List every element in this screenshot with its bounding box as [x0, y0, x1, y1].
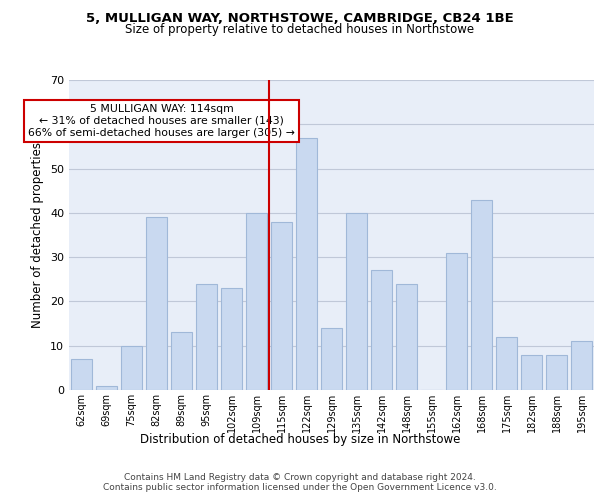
Text: Contains public sector information licensed under the Open Government Licence v3: Contains public sector information licen…	[103, 484, 497, 492]
Bar	[71, 359, 92, 390]
Bar	[296, 138, 317, 390]
Bar	[171, 332, 192, 390]
Bar	[546, 354, 567, 390]
Bar	[221, 288, 242, 390]
Text: Size of property relative to detached houses in Northstowe: Size of property relative to detached ho…	[125, 22, 475, 36]
Bar	[571, 342, 592, 390]
Bar	[146, 218, 167, 390]
Bar	[521, 354, 542, 390]
Text: Distribution of detached houses by size in Northstowe: Distribution of detached houses by size …	[140, 432, 460, 446]
Bar	[371, 270, 392, 390]
Bar	[346, 213, 367, 390]
Bar	[121, 346, 142, 390]
Y-axis label: Number of detached properties: Number of detached properties	[31, 142, 44, 328]
Bar	[271, 222, 292, 390]
Bar	[396, 284, 417, 390]
Text: 5 MULLIGAN WAY: 114sqm
← 31% of detached houses are smaller (143)
66% of semi-de: 5 MULLIGAN WAY: 114sqm ← 31% of detached…	[28, 104, 295, 138]
Text: 5, MULLIGAN WAY, NORTHSTOWE, CAMBRIDGE, CB24 1BE: 5, MULLIGAN WAY, NORTHSTOWE, CAMBRIDGE, …	[86, 12, 514, 26]
Bar	[246, 213, 267, 390]
Text: Contains HM Land Registry data © Crown copyright and database right 2024.: Contains HM Land Registry data © Crown c…	[124, 472, 476, 482]
Bar	[321, 328, 342, 390]
Bar	[471, 200, 492, 390]
Bar	[446, 252, 467, 390]
Bar	[96, 386, 117, 390]
Bar	[496, 337, 517, 390]
Bar	[196, 284, 217, 390]
